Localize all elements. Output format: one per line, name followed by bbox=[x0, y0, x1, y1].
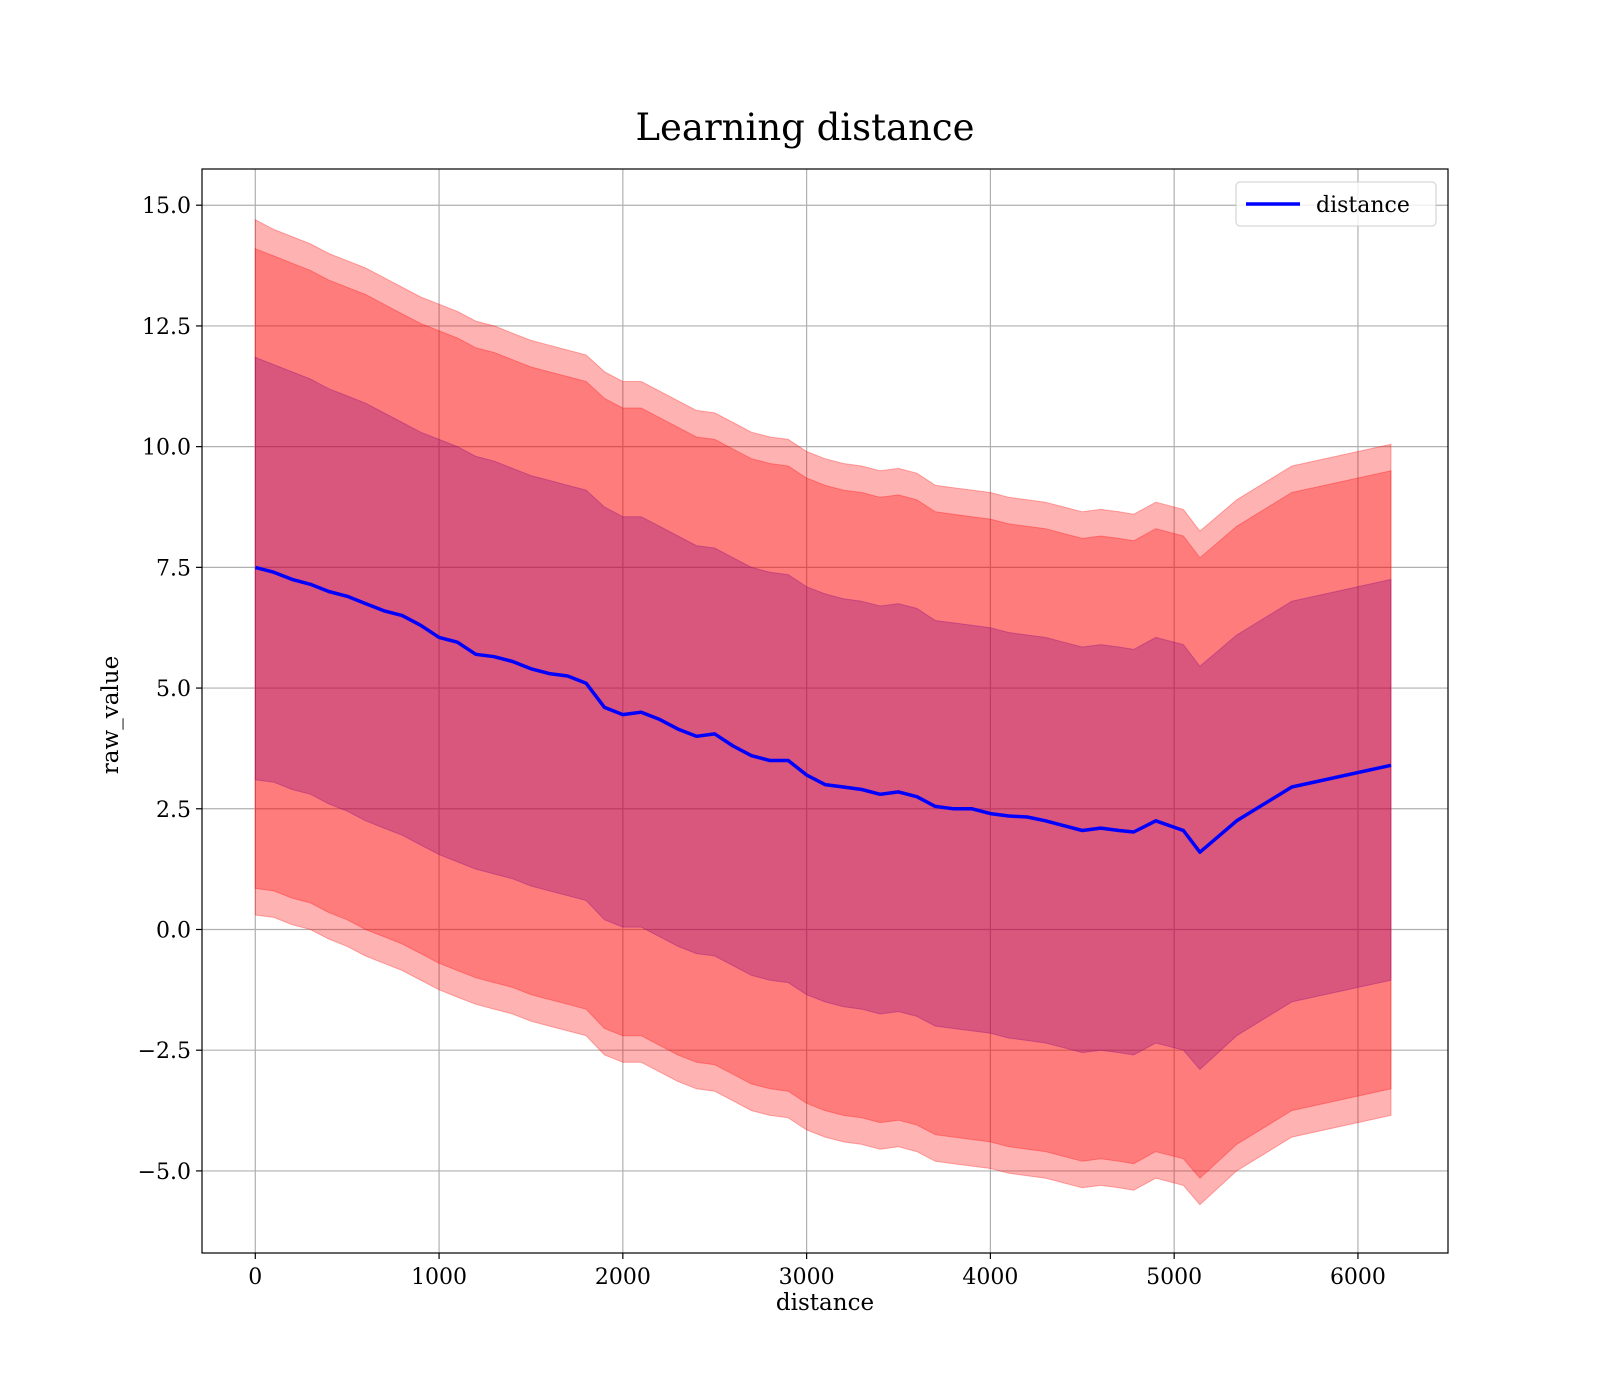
plot-area: 0 1000 2000 3000 4000 5000 6000 −5.0 −2.5 0.0 2.5 5… bbox=[138, 168, 1449, 1290]
x-axis-label: distance bbox=[776, 1290, 874, 1316]
series-line-distance bbox=[254, 565, 1392, 854]
y-tick-label-8: 15.0 bbox=[142, 194, 191, 219]
band-0 bbox=[254, 218, 1392, 1206]
chart-title: Learning distance bbox=[635, 106, 974, 149]
y-tick-label-4: 5.0 bbox=[156, 677, 191, 702]
y-axis-label: raw_value bbox=[98, 656, 124, 774]
x-tick-label-1: 1000 bbox=[411, 1265, 467, 1290]
y-tick-label-7: 12.5 bbox=[142, 315, 191, 340]
y-tick-label-0: −5.0 bbox=[138, 1160, 191, 1185]
x-tick-label-6: 6000 bbox=[1330, 1265, 1386, 1290]
axes-frame bbox=[201, 168, 1449, 1254]
legend-label-0: distance bbox=[1316, 193, 1410, 218]
x-tick-label-2: 2000 bbox=[595, 1265, 651, 1290]
x-tick-label-4: 4000 bbox=[962, 1265, 1018, 1290]
y-tick-label-6: 10.0 bbox=[142, 436, 191, 461]
x-tick-label-3: 3000 bbox=[779, 1265, 835, 1290]
y-tick-label-3: 2.5 bbox=[156, 798, 191, 823]
legend-box bbox=[1235, 181, 1437, 227]
y-tick-label-2: 0.0 bbox=[156, 918, 191, 943]
band-2 bbox=[254, 356, 1392, 1071]
x-tick-label-5: 5000 bbox=[1146, 1265, 1202, 1290]
band-1 bbox=[254, 247, 1392, 1179]
y-tick-label-5: 7.5 bbox=[156, 556, 191, 581]
x-tick-label-0: 0 bbox=[248, 1265, 262, 1290]
y-tick-label-1: −2.5 bbox=[138, 1039, 191, 1064]
